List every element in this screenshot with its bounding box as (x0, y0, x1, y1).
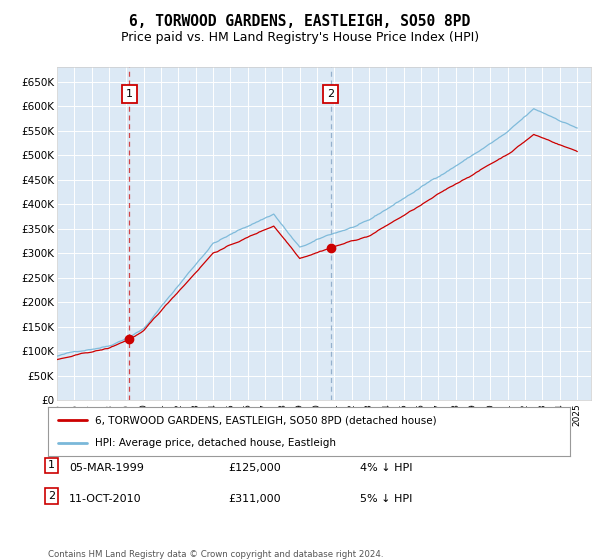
Text: 6, TORWOOD GARDENS, EASTLEIGH, SO50 8PD (detached house): 6, TORWOOD GARDENS, EASTLEIGH, SO50 8PD … (95, 416, 437, 426)
Text: £311,000: £311,000 (228, 494, 281, 504)
Text: 05-MAR-1999: 05-MAR-1999 (69, 463, 144, 473)
Text: 4% ↓ HPI: 4% ↓ HPI (360, 463, 413, 473)
Text: HPI: Average price, detached house, Eastleigh: HPI: Average price, detached house, East… (95, 438, 336, 448)
Text: 6, TORWOOD GARDENS, EASTLEIGH, SO50 8PD: 6, TORWOOD GARDENS, EASTLEIGH, SO50 8PD (130, 14, 470, 29)
Text: 5% ↓ HPI: 5% ↓ HPI (360, 494, 412, 504)
Text: £125,000: £125,000 (228, 463, 281, 473)
Text: Contains HM Land Registry data © Crown copyright and database right 2024.
This d: Contains HM Land Registry data © Crown c… (48, 550, 383, 560)
Text: 2: 2 (327, 89, 334, 99)
Text: 11-OCT-2010: 11-OCT-2010 (69, 494, 142, 504)
Text: Price paid vs. HM Land Registry's House Price Index (HPI): Price paid vs. HM Land Registry's House … (121, 31, 479, 44)
Text: 1: 1 (126, 89, 133, 99)
Text: 2: 2 (48, 491, 55, 501)
Text: 1: 1 (48, 460, 55, 470)
